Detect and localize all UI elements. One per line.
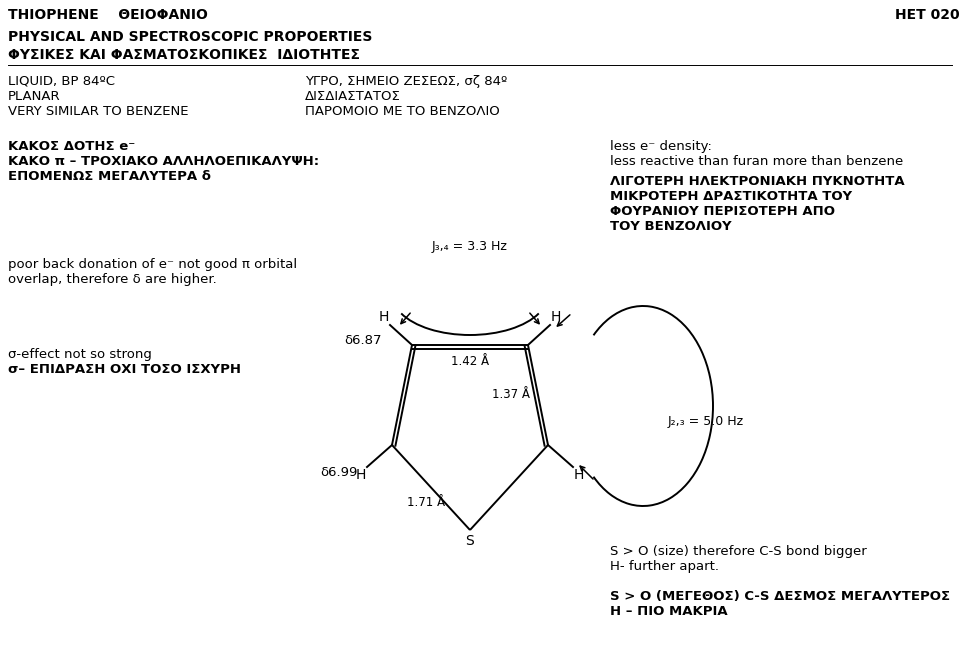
Text: PLANAR: PLANAR	[8, 90, 60, 103]
Text: ΦΥΣΙΚΕΣ ΚΑΙ ΦΑΣΜΑΤΟΣΚΟΠΙΚΕΣ  ΙΔΙΟΤΗΤΕΣ: ΦΥΣΙΚΕΣ ΚΑΙ ΦΑΣΜΑΤΟΣΚΟΠΙΚΕΣ ΙΔΙΟΤΗΤΕΣ	[8, 48, 360, 62]
Text: J₂,₃ = 5.0 Hz: J₂,₃ = 5.0 Hz	[668, 414, 744, 428]
Text: HET 020: HET 020	[895, 8, 960, 22]
Text: Η – ΠΙΟ ΜΑΚΡΙΑ: Η – ΠΙΟ ΜΑΚΡΙΑ	[610, 605, 728, 618]
Text: LIQUID, BP 84ºC: LIQUID, BP 84ºC	[8, 75, 115, 88]
Text: ΕΠΟΜΕΝΩΣ ΜΕΓΑΛΥΤΕΡΑ δ: ΕΠΟΜΕΝΩΣ ΜΕΓΑΛΥΤΕΡΑ δ	[8, 170, 211, 183]
Text: ΤΟΥ ΒΕΝΖΟΛΙΟΥ: ΤΟΥ ΒΕΝΖΟΛΙΟΥ	[610, 220, 732, 233]
Text: ΚΑΚΟ π – ΤΡΟΧΙΑΚΟ ΑΛΛΗΛΟΕΠΙΚΑΛΥΨΗ:: ΚΑΚΟ π – ΤΡΟΧΙΑΚΟ ΑΛΛΗΛΟΕΠΙΚΑΛΥΨΗ:	[8, 155, 319, 168]
Text: σ-effect not so strong: σ-effect not so strong	[8, 348, 152, 361]
Text: S: S	[466, 534, 474, 548]
Text: 1.71 Å: 1.71 Å	[407, 495, 445, 509]
Text: THIOPHENE    ΘΕΙΟΦΑΝΙΟ: THIOPHENE ΘΕΙΟΦΑΝΙΟ	[8, 8, 208, 22]
Text: H: H	[378, 310, 389, 324]
Text: σ– ΕΠΙΔΡΑΣΗ ΟΧΙ ΤΟΣΟ ΙΣΧΥΡΗ: σ– ΕΠΙΔΡΑΣΗ ΟΧΙ ΤΟΣΟ ΙΣΧΥΡΗ	[8, 363, 241, 376]
Text: δ6.87: δ6.87	[344, 334, 381, 346]
Text: ΛΙΓΟΤΕΡΗ ΗΛΕΚΤΡΟΝΙΑΚΗ ΠΥΚΝΟΤΗΤΑ: ΛΙΓΟΤΕΡΗ ΗΛΕΚΤΡΟΝΙΑΚΗ ΠΥΚΝΟΤΗΤΑ	[610, 175, 904, 188]
Text: overlap, therefore δ are higher.: overlap, therefore δ are higher.	[8, 273, 217, 286]
Text: H: H	[355, 468, 366, 482]
Text: ΦΟΥΡΑΝΙΟΥ ΠΕΡΙΣΟΤΕΡΗ ΑΠΟ: ΦΟΥΡΑΝΙΟΥ ΠΕΡΙΣΟΤΕΡΗ ΑΠΟ	[610, 205, 835, 218]
Text: VERY SIMILAR TO BENZENE: VERY SIMILAR TO BENZENE	[8, 105, 188, 118]
Text: ΔΙΣΔΙΑΣΤΑΤΟΣ: ΔΙΣΔΙΑΣΤΑΤΟΣ	[305, 90, 401, 103]
Text: poor back donation of e⁻ not good π orbital: poor back donation of e⁻ not good π orbi…	[8, 258, 298, 271]
Text: 1.42 Å: 1.42 Å	[451, 355, 489, 368]
Text: ΜΙΚΡΟΤΕΡΗ ΔΡΑΣΤΙΚΟΤΗΤΑ ΤΟΥ: ΜΙΚΡΟΤΕΡΗ ΔΡΑΣΤΙΚΟΤΗΤΑ ΤΟΥ	[610, 190, 852, 203]
Text: δ6.99: δ6.99	[320, 467, 357, 479]
Text: J₃,₄ = 3.3 Hz: J₃,₄ = 3.3 Hz	[432, 240, 508, 253]
Text: H- further apart.: H- further apart.	[610, 560, 719, 573]
Text: H: H	[551, 310, 562, 324]
Text: less reactive than furan more than benzene: less reactive than furan more than benze…	[610, 155, 903, 168]
Text: ΚΑΚΟΣ ΔΟΤΗΣ e⁻: ΚΑΚΟΣ ΔΟΤΗΣ e⁻	[8, 140, 135, 153]
Text: H: H	[574, 468, 585, 482]
Text: ΠΑΡΟΜΟΙΟ ΜΕ ΤΟ ΒΕΝΖΟΛΙΟ: ΠΑΡΟΜΟΙΟ ΜΕ ΤΟ ΒΕΝΖΟΛΙΟ	[305, 105, 500, 118]
Text: S > O (size) therefore C-S bond bigger: S > O (size) therefore C-S bond bigger	[610, 545, 867, 558]
Text: PHYSICAL AND SPECTROSCOPIC PROPOERTIES: PHYSICAL AND SPECTROSCOPIC PROPOERTIES	[8, 30, 372, 44]
Text: ΥΓΡΟ, ΣΗΜΕΙΟ ΖΕΣΕΩΣ, σζ 84º: ΥΓΡΟ, ΣΗΜΕΙΟ ΖΕΣΕΩΣ, σζ 84º	[305, 75, 507, 88]
Text: S > O (ΜΕΓΕΘΟΣ) C-S ΔΕΣΜΟΣ ΜΕΓΑΛΥΤΕΡΟΣ: S > O (ΜΕΓΕΘΟΣ) C-S ΔΕΣΜΟΣ ΜΕΓΑΛΥΤΕΡΟΣ	[610, 590, 950, 603]
Text: less e⁻ density:: less e⁻ density:	[610, 140, 712, 153]
Text: 1.37 Å: 1.37 Å	[492, 388, 530, 402]
